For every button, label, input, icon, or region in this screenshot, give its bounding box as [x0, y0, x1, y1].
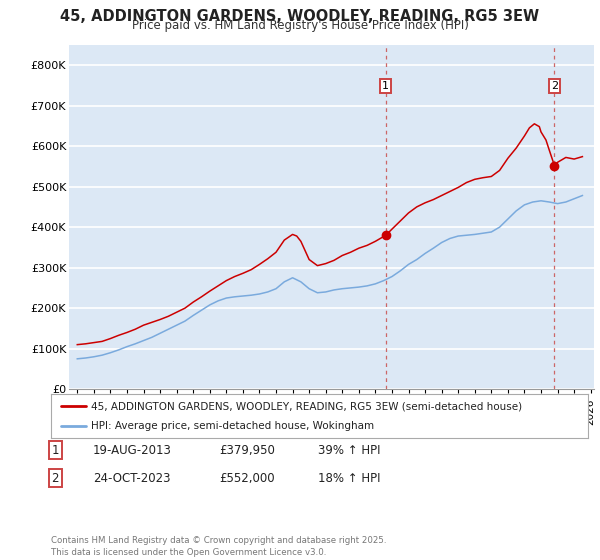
Text: £552,000: £552,000 [219, 472, 275, 485]
Text: 45, ADDINGTON GARDENS, WOODLEY, READING, RG5 3EW: 45, ADDINGTON GARDENS, WOODLEY, READING,… [61, 9, 539, 24]
Text: 45, ADDINGTON GARDENS, WOODLEY, READING, RG5 3EW (semi-detached house): 45, ADDINGTON GARDENS, WOODLEY, READING,… [91, 401, 523, 411]
Text: 19-AUG-2013: 19-AUG-2013 [93, 444, 172, 457]
Text: 2: 2 [52, 472, 59, 485]
Text: 1: 1 [382, 81, 389, 91]
Text: 18% ↑ HPI: 18% ↑ HPI [318, 472, 380, 485]
Text: Price paid vs. HM Land Registry's House Price Index (HPI): Price paid vs. HM Land Registry's House … [131, 19, 469, 32]
Text: 2: 2 [551, 81, 558, 91]
Text: HPI: Average price, semi-detached house, Wokingham: HPI: Average price, semi-detached house,… [91, 421, 374, 431]
Text: 1: 1 [52, 444, 59, 457]
Text: Contains HM Land Registry data © Crown copyright and database right 2025.
This d: Contains HM Land Registry data © Crown c… [51, 536, 386, 557]
Text: £379,950: £379,950 [219, 444, 275, 457]
Text: 24-OCT-2023: 24-OCT-2023 [93, 472, 170, 485]
Text: 39% ↑ HPI: 39% ↑ HPI [318, 444, 380, 457]
